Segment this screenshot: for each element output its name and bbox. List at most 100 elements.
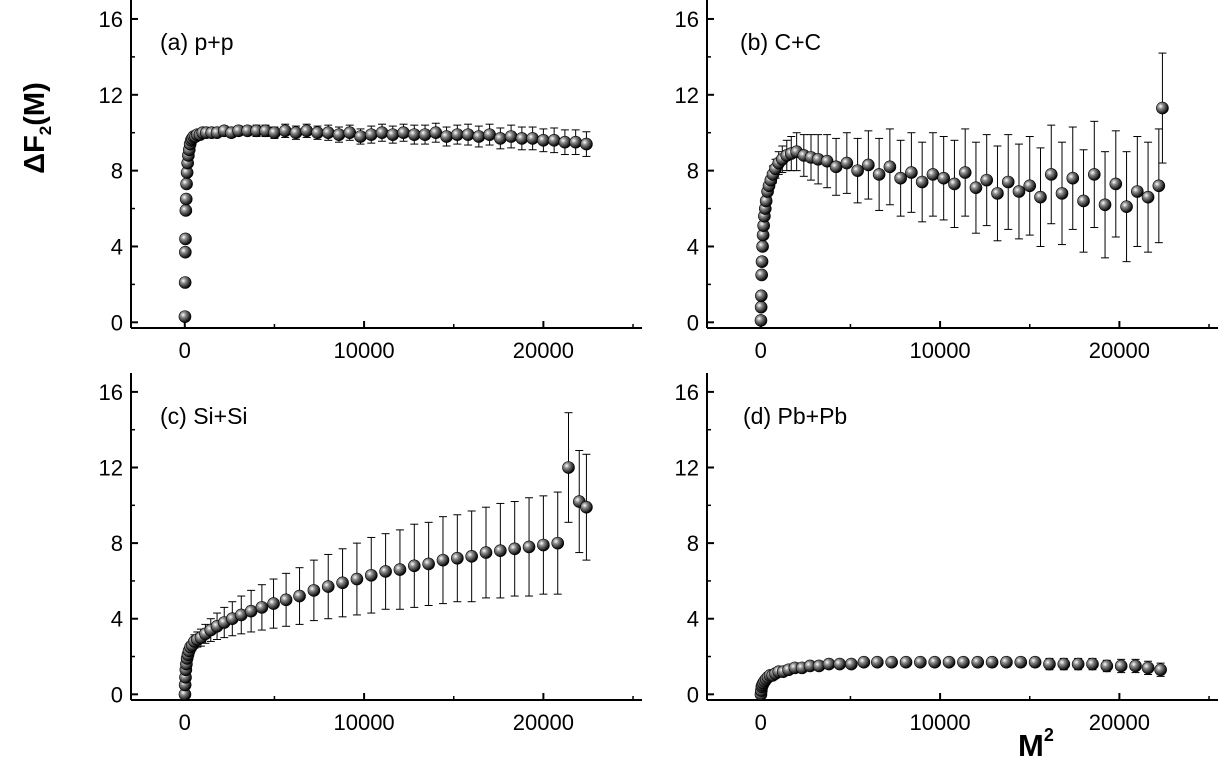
data-point	[397, 126, 410, 140]
data-point	[332, 128, 346, 141]
data-point	[1044, 168, 1058, 181]
data-point	[883, 160, 897, 174]
data-point	[872, 168, 886, 181]
data-point	[547, 134, 561, 147]
y-axis-title: ΔF2(M)	[19, 82, 55, 174]
x-tick-label: 0	[179, 338, 191, 363]
data-point	[1131, 185, 1144, 198]
data-point	[321, 580, 335, 593]
y-tick-label: 4	[687, 607, 699, 632]
data-point	[526, 132, 539, 145]
data-point	[1156, 101, 1169, 115]
data-point	[268, 126, 281, 140]
y-tick-label: 0	[687, 682, 699, 707]
data-point	[515, 132, 529, 145]
y-tick-label: 4	[111, 607, 123, 632]
data-point	[1014, 655, 1028, 669]
data-point	[311, 126, 324, 140]
data-point	[178, 276, 192, 289]
data-point	[179, 245, 192, 259]
data-point	[1120, 200, 1133, 213]
data-point	[1141, 661, 1155, 675]
data-point	[820, 154, 834, 168]
data-point	[851, 164, 864, 177]
data-point	[1100, 659, 1114, 673]
data-point	[1001, 175, 1015, 189]
data-point	[436, 553, 450, 567]
data-point	[279, 593, 293, 607]
data-point	[1141, 190, 1155, 204]
data-point	[558, 135, 572, 149]
x-tick-label: 10000	[909, 338, 970, 363]
data-point	[942, 655, 956, 669]
data-point	[754, 300, 768, 314]
y-tick-label: 8	[687, 159, 699, 184]
y-tick-label: 0	[111, 682, 123, 707]
data-point	[451, 551, 464, 565]
data-point	[179, 204, 193, 217]
data-point	[1154, 663, 1167, 677]
data-point	[833, 657, 846, 671]
data-point	[422, 557, 435, 571]
y-tick-label: 0	[111, 310, 123, 335]
data-point	[755, 268, 768, 282]
data-point	[321, 126, 335, 140]
data-point	[1086, 657, 1099, 671]
data-point	[1114, 659, 1128, 673]
data-point	[755, 289, 768, 303]
data-point	[580, 500, 593, 514]
data-point	[418, 128, 432, 141]
panel-label: (d) Pb+Pb	[743, 403, 847, 429]
data-point	[840, 156, 854, 170]
data-point	[551, 536, 565, 550]
data-point	[1066, 171, 1080, 185]
x-tick-label: 10000	[333, 338, 394, 363]
data-point	[862, 158, 875, 172]
data-point	[755, 255, 769, 268]
panel-a: 0 4 8 12 16 0 10000 20000 (a) p+p	[99, 0, 642, 363]
x-axis-title-main: M	[1018, 728, 1044, 763]
x-axis-title-sup: 2	[1044, 725, 1054, 745]
data-point	[494, 544, 507, 557]
data-point	[1071, 657, 1085, 671]
data-point	[364, 128, 378, 141]
data-point	[915, 175, 929, 189]
data-point	[957, 655, 970, 669]
data-point	[905, 166, 918, 179]
data-point	[461, 128, 475, 141]
data-point	[178, 310, 192, 323]
panel-d: 0 4 8 12 16 0 10000 20000 (d) Pb+Pb	[675, 373, 1218, 735]
data-point	[343, 126, 357, 140]
panel-label: (a) p+p	[160, 29, 234, 55]
data-point	[255, 601, 269, 614]
y-tick-label: 0	[687, 310, 699, 335]
data-point	[1109, 177, 1123, 191]
data-point	[829, 160, 843, 174]
data-point	[537, 538, 550, 552]
data-point	[293, 589, 306, 603]
data-point	[504, 130, 518, 143]
data-point	[278, 124, 292, 138]
data-point	[354, 130, 367, 143]
data-point	[756, 240, 769, 253]
x-tick-label: 0	[755, 710, 767, 735]
y-tick-label: 16	[99, 7, 123, 32]
data-point	[1023, 179, 1037, 193]
data-point	[569, 135, 582, 149]
data-point	[465, 550, 478, 563]
data-point	[885, 655, 898, 669]
data-point	[407, 128, 421, 141]
y-tick-label: 8	[111, 159, 123, 184]
y-tick-label: 12	[99, 456, 123, 481]
data-point	[1077, 194, 1090, 208]
y-tick-label: 12	[675, 83, 699, 108]
data-point	[562, 461, 575, 474]
y-axis-title-sub: 2	[36, 126, 55, 135]
data-point	[300, 124, 314, 138]
y-tick-label: 8	[111, 531, 123, 556]
panel-label: (b) C+C	[740, 29, 821, 55]
data-point	[479, 546, 493, 559]
data-point	[386, 128, 400, 141]
data-point	[871, 655, 884, 669]
data-point	[1034, 190, 1047, 204]
